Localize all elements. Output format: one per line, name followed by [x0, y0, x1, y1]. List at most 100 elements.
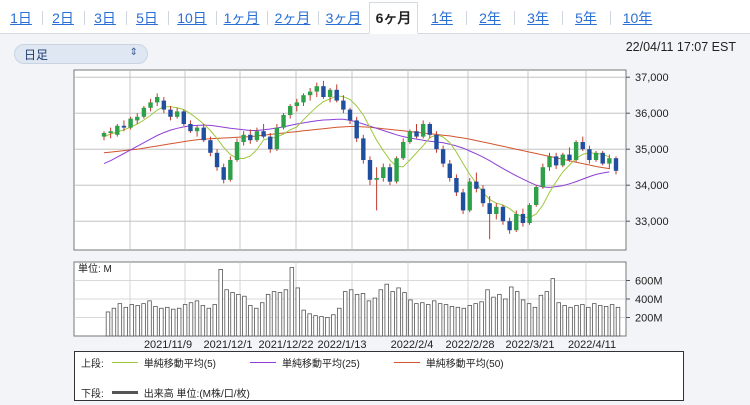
candle-body: [600, 152, 605, 164]
tab-label: 5日: [136, 10, 158, 26]
volume-bar: [360, 293, 366, 337]
volume-unit-label: 単位: M: [78, 262, 112, 275]
tab-11[interactable]: 3年: [514, 2, 562, 34]
volume-bar: [396, 287, 401, 337]
period-select[interactable]: 日足 ⇕: [14, 44, 148, 64]
price-tick-label: 37,000: [635, 72, 669, 84]
tab-label: 1日: [10, 10, 32, 26]
volume-bar: [283, 289, 289, 337]
tab-8[interactable]: 6ヶ月: [369, 2, 418, 34]
volume-bar: [526, 303, 532, 337]
candle-body: [460, 192, 466, 211]
candle-body: [268, 136, 273, 150]
volume-bar: [301, 309, 306, 337]
candle-body: [347, 109, 353, 121]
candle-body: [314, 86, 319, 92]
volume-bar: [378, 289, 383, 337]
volume-bar: [236, 293, 241, 337]
volume-bar: [443, 304, 449, 337]
candle-body: [108, 131, 113, 133]
tab-7[interactable]: 3ヶ月: [318, 2, 369, 34]
candle-body: [514, 214, 519, 231]
candle-body: [354, 120, 359, 139]
tab-0[interactable]: 1日: [0, 2, 42, 34]
volume-bar: [491, 296, 496, 337]
candle-body: [135, 116, 140, 121]
volume-bar: [343, 291, 348, 337]
volume-bar: [562, 305, 567, 337]
tab-label: 2年: [479, 10, 501, 26]
candle-body: [261, 131, 266, 137]
candle-body: [467, 181, 472, 211]
volume-bar: [206, 307, 212, 337]
volume-bar: [259, 302, 265, 337]
candle-body: [307, 91, 313, 96]
volume-bar: [402, 292, 407, 337]
candle-body: [208, 140, 213, 153]
candle-body: [527, 205, 532, 223]
date-tick-label: 2021/11/9: [144, 339, 192, 351]
date-tick-label: 2022/4/11: [568, 339, 616, 351]
candle-body: [168, 109, 173, 117]
tab-label: 1年: [431, 10, 453, 26]
candle-body: [361, 138, 366, 160]
volume-bar: [200, 305, 206, 337]
candle-body: [587, 149, 592, 160]
date-tick-label: 2022/2/4: [391, 339, 434, 351]
volume-bar: [503, 298, 508, 337]
tab-12[interactable]: 5年: [562, 2, 610, 34]
volume-bar: [520, 299, 526, 337]
volume-bar: [550, 278, 555, 337]
volume-bar: [277, 292, 283, 337]
tab-13[interactable]: 10年: [610, 2, 665, 34]
candle-body: [407, 131, 413, 142]
volume-bar: [479, 301, 484, 337]
candle-body: [181, 111, 186, 124]
candle-body: [241, 134, 246, 142]
candle-body: [228, 160, 233, 180]
volume-bar: [218, 268, 223, 337]
candle-body: [341, 100, 346, 110]
tab-6[interactable]: 2ヶ月: [267, 2, 318, 34]
volume-bar: [265, 293, 271, 337]
candle-body: [454, 178, 459, 193]
tab-label: 3ヶ月: [325, 10, 362, 26]
volume-bar: [455, 306, 461, 337]
tab-5[interactable]: 1ヶ月: [216, 2, 267, 34]
volume-bar: [123, 306, 128, 337]
candle-body: [201, 127, 206, 141]
volume-bar: [390, 291, 395, 337]
volume-bar: [242, 295, 247, 337]
tab-10[interactable]: 2年: [466, 2, 514, 34]
candle-body: [154, 97, 160, 103]
candle-body: [573, 142, 579, 160]
tab-3[interactable]: 5日: [126, 2, 168, 34]
volume-bar: [176, 307, 182, 337]
tab-label: 3年: [527, 10, 549, 26]
volume-bar: [372, 297, 378, 337]
price-tick-label: 35,000: [635, 144, 669, 156]
candle-body: [394, 158, 399, 182]
candle-body: [534, 187, 539, 205]
chevron-updown-icon: ⇕: [129, 47, 138, 58]
candle-body: [141, 107, 147, 117]
volume-bar: [295, 287, 300, 337]
tab-label: 10年: [622, 10, 653, 26]
tab-1[interactable]: 2日: [42, 2, 84, 34]
candle-body: [401, 142, 406, 159]
tab-9[interactable]: 1年: [418, 2, 466, 34]
tab-label: 3日: [94, 10, 116, 26]
legend-ma50: 単純移動平均(50): [425, 359, 504, 370]
volume-bar: [544, 291, 550, 337]
candle-body: [188, 124, 193, 132]
volume-bar: [348, 289, 354, 337]
volume-bar: [532, 306, 538, 337]
legend-ma25: 単純移動平均(25): [282, 359, 360, 370]
candle-body: [128, 118, 133, 128]
volume-bar: [354, 293, 360, 337]
chart-legend: 上段: 単純移動平均(5) 単純移動平均(25) 単純移動平均(50) 下段: …: [74, 351, 684, 401]
ma25-line-swatch: [250, 362, 277, 363]
tab-4[interactable]: 10日: [168, 2, 216, 34]
tab-2[interactable]: 3日: [84, 2, 126, 34]
